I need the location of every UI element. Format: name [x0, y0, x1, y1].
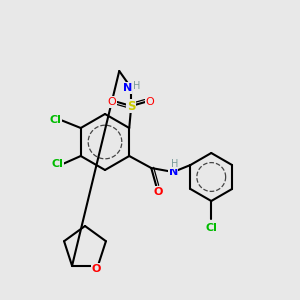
Text: O: O	[108, 97, 117, 107]
Text: H: H	[171, 159, 178, 169]
Text: O: O	[146, 97, 154, 107]
Text: Cl: Cl	[52, 159, 64, 169]
Text: O: O	[154, 187, 163, 197]
Text: N: N	[123, 83, 132, 93]
Text: O: O	[91, 264, 101, 274]
Text: Cl: Cl	[205, 223, 217, 233]
Text: Cl: Cl	[50, 115, 62, 125]
Text: N: N	[169, 167, 178, 177]
Text: S: S	[127, 100, 136, 112]
Text: H: H	[133, 81, 140, 91]
